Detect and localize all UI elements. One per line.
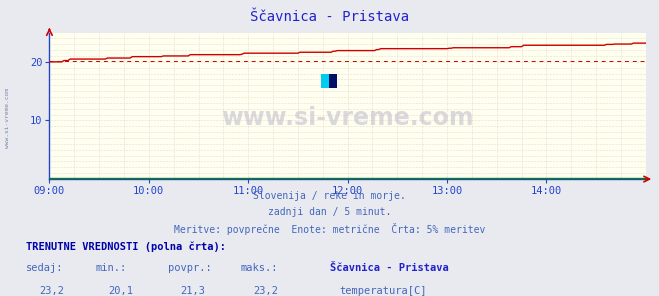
Text: maks.:: maks.: (241, 263, 278, 274)
Text: zadnji dan / 5 minut.: zadnji dan / 5 minut. (268, 207, 391, 217)
Text: 23,2: 23,2 (39, 286, 64, 296)
Text: sedaj:: sedaj: (26, 263, 64, 274)
Text: Meritve: povprečne  Enote: metrične  Črta: 5% meritev: Meritve: povprečne Enote: metrične Črta:… (174, 223, 485, 236)
Bar (329, 74, 337, 88)
Bar (321, 74, 329, 88)
Text: povpr.:: povpr.: (168, 263, 212, 274)
Text: Ščavnica - Pristava: Ščavnica - Pristava (250, 10, 409, 24)
Text: 21,3: 21,3 (181, 286, 206, 296)
Text: www.si-vreme.com: www.si-vreme.com (5, 89, 11, 148)
Text: Slovenija / reke in morje.: Slovenija / reke in morje. (253, 191, 406, 201)
Bar (321, 74, 329, 88)
Text: 20,1: 20,1 (108, 286, 133, 296)
Text: TRENUTNE VREDNOSTI (polna črta):: TRENUTNE VREDNOSTI (polna črta): (26, 241, 226, 252)
Text: 23,2: 23,2 (253, 286, 278, 296)
Text: Ščavnica - Pristava: Ščavnica - Pristava (330, 263, 448, 274)
Text: temperatura[C]: temperatura[C] (339, 286, 427, 296)
Bar (329, 74, 337, 88)
Text: min.:: min.: (96, 263, 127, 274)
Text: www.si-vreme.com: www.si-vreme.com (221, 106, 474, 130)
